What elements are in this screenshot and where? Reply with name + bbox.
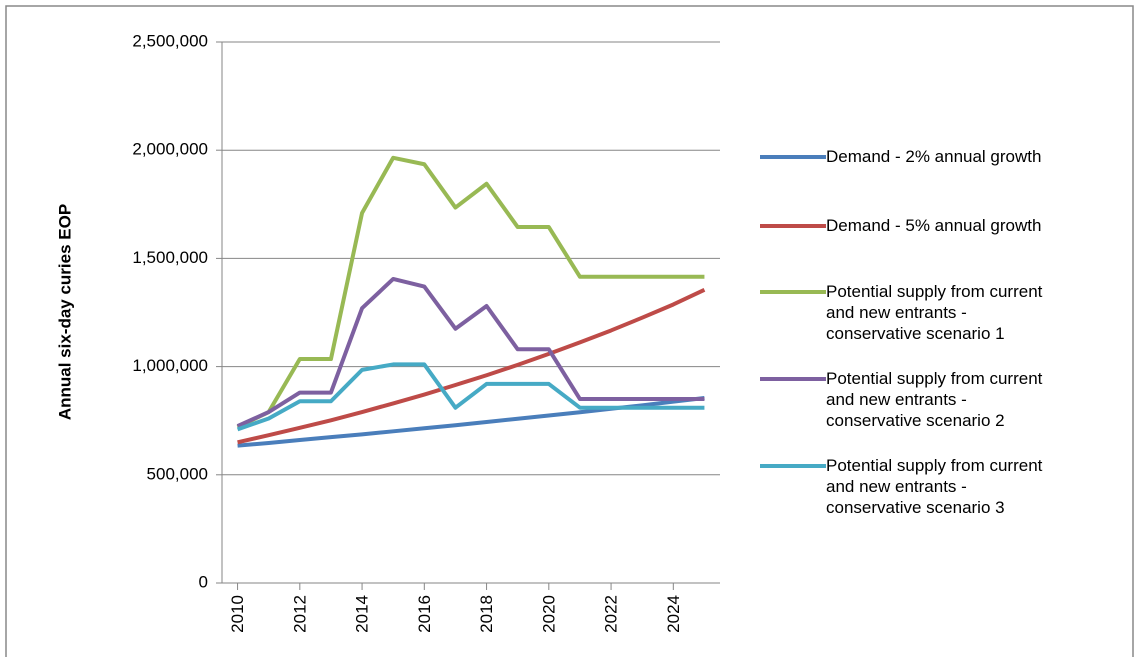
x-tick-label: 2012 xyxy=(290,595,309,633)
x-tick-label: 2010 xyxy=(228,595,247,633)
y-tick-label: 2,500,000 xyxy=(132,31,208,50)
series-line xyxy=(237,395,705,448)
legend-label: Potential supply from current and new en… xyxy=(826,282,1043,343)
legend-item: Potential supply from current and new en… xyxy=(760,455,1060,518)
y-tick-label: 1,500,000 xyxy=(132,248,208,267)
legend-item: Demand - 2% annual growth xyxy=(760,146,1060,167)
legend-label: Potential supply from current and new en… xyxy=(826,369,1043,430)
y-tick-label: 0 xyxy=(199,572,208,591)
y-axis-title: Annual six-day curies EOP xyxy=(55,204,74,420)
legend-swatch xyxy=(760,464,826,468)
x-tick-label: 2014 xyxy=(353,595,372,633)
legend-label: Demand - 2% annual growth xyxy=(826,147,1042,166)
y-tick-label: 2,000,000 xyxy=(132,140,208,159)
y-tick-label: 1,000,000 xyxy=(132,356,208,375)
legend-swatch xyxy=(760,377,826,381)
series-line xyxy=(236,276,705,428)
x-tick-label: 2016 xyxy=(415,595,434,633)
legend-item: Potential supply from current and new en… xyxy=(760,281,1060,344)
series-line xyxy=(237,287,706,445)
legend-label: Demand - 5% annual growth xyxy=(826,216,1042,235)
legend-swatch xyxy=(760,290,826,294)
x-tick-label: 2018 xyxy=(477,595,496,633)
y-tick-label: 500,000 xyxy=(147,464,208,483)
series-line xyxy=(236,362,705,432)
x-tick-label: 2020 xyxy=(539,595,558,633)
legend-item: Demand - 5% annual growth xyxy=(760,215,1060,236)
x-tick-label: 2022 xyxy=(602,595,621,633)
legend-swatch xyxy=(760,155,826,159)
legend-swatch xyxy=(760,224,826,228)
legend-item: Potential supply from current and new en… xyxy=(760,368,1060,431)
x-tick-label: 2024 xyxy=(664,595,683,633)
legend-label: Potential supply from current and new en… xyxy=(826,456,1043,517)
series-line xyxy=(236,155,705,429)
chart-border xyxy=(5,5,1134,657)
